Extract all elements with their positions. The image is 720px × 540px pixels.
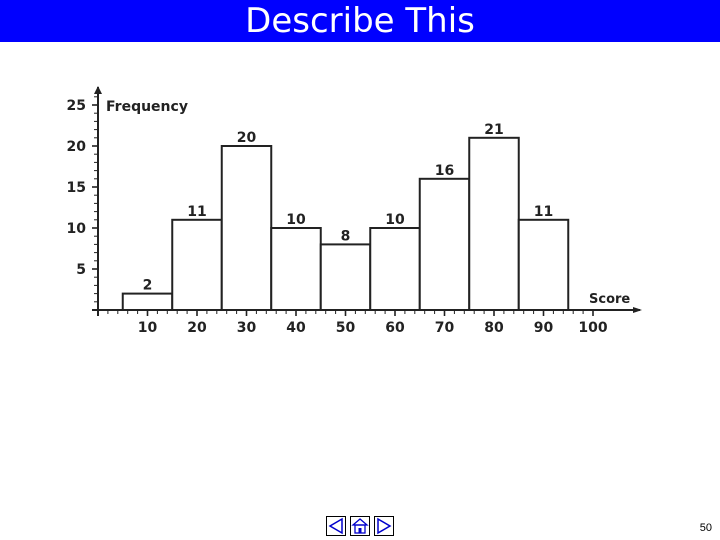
y-tick-label: 5 (76, 262, 86, 278)
x-tick-label: 60 (385, 320, 405, 336)
histogram-bar (517, 218, 570, 311)
tick-labels: 5 10 15 20 25 10 20 30 40 50 60 70 80 90 100 (67, 98, 608, 336)
x-tick-label: 50 (336, 320, 356, 336)
x-axis-arrow (633, 307, 642, 313)
x-tick-label: 20 (187, 320, 207, 336)
x-axis-label: Score (589, 292, 630, 307)
histogram-bar (270, 227, 322, 311)
bar-data-label: 10 (385, 212, 405, 228)
bar-data-label: 21 (484, 122, 503, 138)
x-tick-label: 100 (578, 320, 607, 336)
home-icon (351, 518, 369, 534)
triangle-right-icon (377, 517, 392, 535)
histogram-bar (121, 292, 174, 312)
x-tick-label: 80 (484, 320, 504, 336)
histogram-bar (369, 227, 421, 311)
y-axis-label: Frequency (106, 99, 188, 115)
histogram-chart: 2 11 20 10 8 10 16 21 11 5 10 15 20 25 10 20 30 40 50 60 70… (67, 86, 642, 336)
histogram-bar (220, 145, 273, 311)
histogram-bar (171, 218, 223, 311)
y-tick-label: 10 (67, 221, 87, 237)
bar-data-label: 8 (341, 228, 351, 244)
y-tick-label: 20 (67, 139, 87, 155)
histogram-bar (468, 136, 520, 311)
bar-data-label: 10 (286, 212, 306, 228)
page-number: 50 (699, 522, 712, 534)
x-tick-label: 10 (138, 320, 158, 336)
bar-data-label: 20 (237, 130, 257, 146)
bars (121, 136, 570, 312)
y-axis-arrow (94, 86, 102, 94)
x-tick-label: 40 (286, 320, 306, 336)
data-labels: 2 11 20 10 8 10 16 21 11 (143, 122, 554, 294)
bar-data-label: 11 (187, 204, 206, 220)
x-tick-label: 70 (435, 320, 455, 336)
home-button[interactable] (350, 516, 370, 536)
triangle-left-icon (328, 517, 343, 535)
slide-title: Describe This (0, 0, 720, 42)
next-slide-button[interactable] (374, 516, 394, 536)
y-tick-label: 25 (67, 98, 86, 114)
histogram-bar (319, 243, 372, 311)
histogram-bar (418, 177, 471, 311)
previous-slide-button[interactable] (326, 516, 346, 536)
x-tick-label: 30 (237, 320, 257, 336)
bar-data-label: 16 (435, 163, 454, 179)
bar-data-label: 2 (143, 278, 153, 294)
x-tick-label: 90 (534, 320, 554, 336)
bar-data-label: 11 (534, 204, 553, 220)
y-tick-label: 15 (67, 180, 86, 196)
